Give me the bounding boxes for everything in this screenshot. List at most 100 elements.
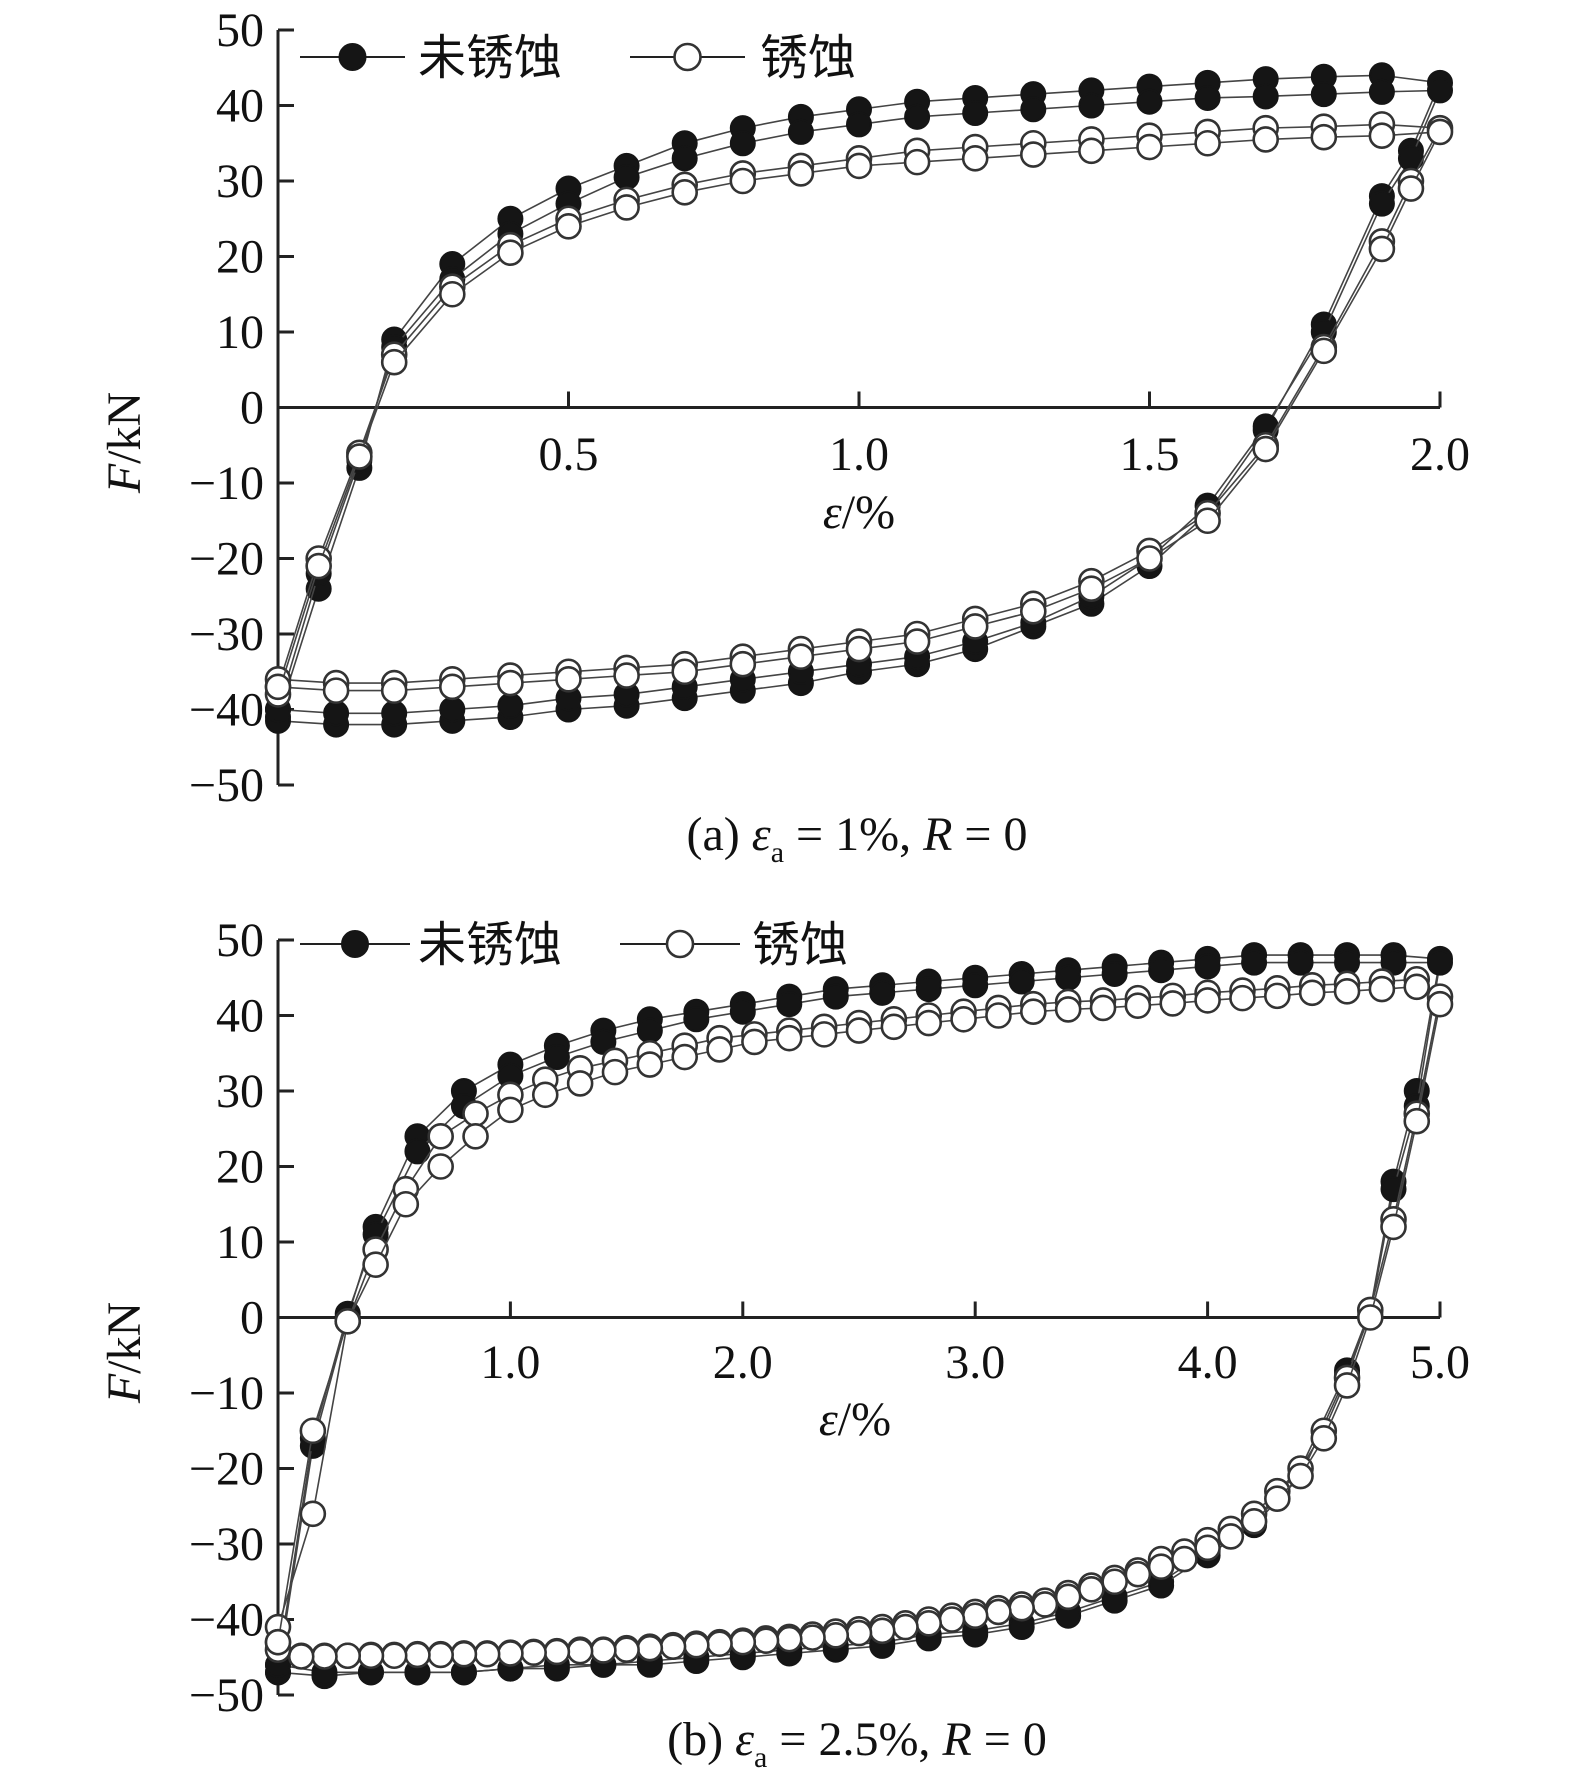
data-point xyxy=(438,673,466,701)
data-point xyxy=(357,1642,385,1670)
y-tick-label: −30 xyxy=(189,608,264,661)
data-point xyxy=(427,1123,454,1150)
data-point xyxy=(729,998,756,1025)
data-point xyxy=(590,1028,617,1055)
data-point xyxy=(1368,235,1396,263)
data-point xyxy=(555,213,582,240)
data-point xyxy=(1427,949,1453,976)
data-point xyxy=(555,665,582,693)
data-point xyxy=(322,677,350,704)
data-point xyxy=(380,1642,408,1670)
data-point xyxy=(1241,949,1268,976)
data-point xyxy=(601,1058,629,1086)
data-point xyxy=(497,239,524,267)
data-point xyxy=(706,1630,733,1657)
data-point xyxy=(683,1631,710,1659)
data-point xyxy=(334,1642,362,1670)
legend-marker xyxy=(665,929,695,959)
y-tick-label: −50 xyxy=(189,759,264,812)
y-tick-label: 40 xyxy=(216,990,264,1043)
data-point xyxy=(636,1634,664,1662)
data-point xyxy=(729,650,757,678)
data-point xyxy=(892,1613,919,1641)
data-point xyxy=(264,673,292,701)
y-tick-label: −40 xyxy=(189,684,264,737)
data-point xyxy=(305,552,332,580)
data-point xyxy=(392,1190,420,1218)
y-tick-label: 0 xyxy=(240,382,264,435)
y-tick-label: −10 xyxy=(189,1367,264,1420)
data-point xyxy=(1310,1425,1338,1452)
data-point xyxy=(741,1028,768,1056)
data-point xyxy=(1403,1107,1431,1135)
data-point xyxy=(1008,968,1035,995)
data-point xyxy=(438,280,466,308)
data-point xyxy=(1078,575,1105,603)
legend-label: 未锈蚀 xyxy=(418,917,562,973)
data-point xyxy=(404,1641,431,1669)
data-point xyxy=(787,160,815,187)
data-point xyxy=(1333,978,1361,1005)
series-1 xyxy=(265,942,1453,1690)
x-tick-label: 2.0 xyxy=(713,1336,773,1389)
y-tick-label: 40 xyxy=(216,80,264,133)
data-point xyxy=(1147,1553,1175,1580)
data-point xyxy=(1124,992,1152,1019)
data-point xyxy=(1078,1576,1105,1603)
data-point xyxy=(543,1638,571,1666)
data-point xyxy=(1368,190,1395,217)
data-point xyxy=(961,613,989,640)
data-point xyxy=(439,696,466,723)
data-point xyxy=(613,662,640,689)
legend-label: 锈蚀 xyxy=(760,30,856,86)
series-line xyxy=(277,954,1441,1677)
data-point xyxy=(869,979,896,1006)
data-point xyxy=(323,700,350,727)
data-point xyxy=(1008,1594,1035,1622)
data-point xyxy=(787,643,815,670)
data-point xyxy=(1055,964,1082,991)
data-point xyxy=(1020,96,1047,123)
data-point xyxy=(1194,129,1221,157)
y-tick-label: 20 xyxy=(216,1141,264,1194)
data-point xyxy=(1298,979,1326,1007)
series-4 xyxy=(264,973,1454,1670)
data-point xyxy=(497,669,524,697)
data-point xyxy=(1194,507,1221,535)
data-point xyxy=(1240,1508,1268,1535)
data-point xyxy=(427,1641,454,1669)
data-point xyxy=(1124,1560,1152,1588)
data-point xyxy=(381,700,408,727)
y-tick-label: −20 xyxy=(189,1443,264,1496)
y-tick-label: −20 xyxy=(189,533,264,586)
data-point xyxy=(1380,1213,1407,1241)
data-point xyxy=(462,1100,489,1127)
data-point xyxy=(1264,1485,1291,1512)
data-point xyxy=(1159,990,1187,1017)
data-point xyxy=(775,1024,803,1052)
data-point xyxy=(1089,994,1117,1022)
data-point xyxy=(845,152,873,180)
x-tick-label: 4.0 xyxy=(1178,1336,1238,1389)
data-point xyxy=(1252,435,1279,463)
data-point xyxy=(671,145,698,172)
legend-label: 锈蚀 xyxy=(752,917,848,973)
legend-marker xyxy=(673,42,702,72)
data-point xyxy=(1020,998,1047,1026)
data-point xyxy=(683,1006,710,1033)
data-point xyxy=(1310,123,1338,151)
data-point xyxy=(706,1036,733,1063)
data-point xyxy=(497,692,524,719)
data-point xyxy=(346,443,373,470)
data-point xyxy=(1054,1583,1082,1611)
data-point xyxy=(1368,122,1396,149)
legend-marker xyxy=(338,43,367,71)
x-axis-label: ε/% xyxy=(823,486,895,539)
data-point xyxy=(311,1643,338,1670)
legend: 未锈蚀 锈蚀 xyxy=(300,917,848,973)
y-tick-label: −40 xyxy=(189,1594,264,1647)
data-point xyxy=(961,1602,989,1630)
data-point xyxy=(462,1123,489,1150)
data-point xyxy=(671,1043,699,1071)
data-point xyxy=(915,1009,943,1037)
